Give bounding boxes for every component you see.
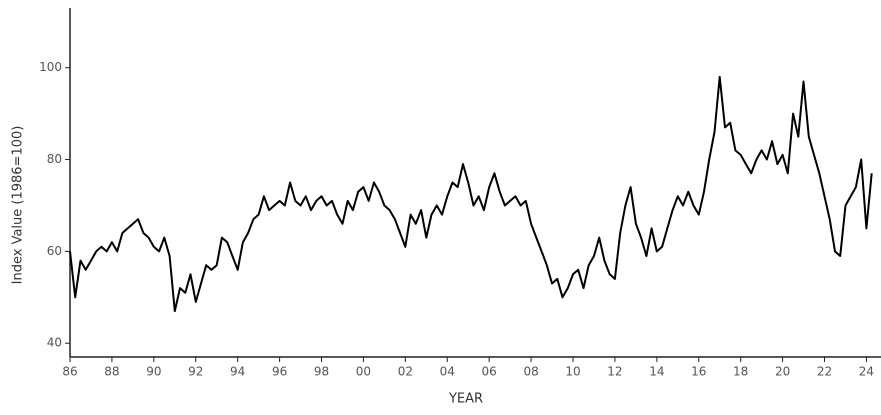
x-tick-label: 06 <box>482 365 497 379</box>
x-tick-label: 18 <box>733 365 748 379</box>
x-tick-label: 08 <box>523 365 538 379</box>
x-tick-label: 12 <box>607 365 622 379</box>
x-tick-label: 14 <box>649 365 664 379</box>
x-tick-label: 16 <box>691 365 706 379</box>
x-tick-label: 10 <box>565 365 580 379</box>
y-axis-title: Index Value (1986=100) <box>11 126 26 285</box>
x-tick-label: 20 <box>775 365 790 379</box>
y-tick-label: 60 <box>47 244 62 258</box>
y-tick-label: 100 <box>39 60 62 74</box>
x-tick-label: 94 <box>230 365 245 379</box>
x-tick-label: 96 <box>272 365 287 379</box>
x-tick-label: 90 <box>146 365 161 379</box>
x-tick-label: 04 <box>440 365 455 379</box>
x-tick-label: 22 <box>817 365 832 379</box>
x-tick-label: 02 <box>398 365 413 379</box>
x-tick-label: 00 <box>356 365 371 379</box>
x-tick-label: 92 <box>188 365 203 379</box>
x-axis-title: YEAR <box>448 392 483 407</box>
y-tick-label: 40 <box>47 336 62 350</box>
data-line <box>69 75 873 313</box>
x-tick-label: 24 <box>859 365 874 379</box>
x-tick-label: 98 <box>314 365 329 379</box>
x-tick-label: 88 <box>104 365 119 379</box>
y-tick-label: 80 <box>47 152 62 166</box>
x-tick-label: 86 <box>62 365 77 379</box>
